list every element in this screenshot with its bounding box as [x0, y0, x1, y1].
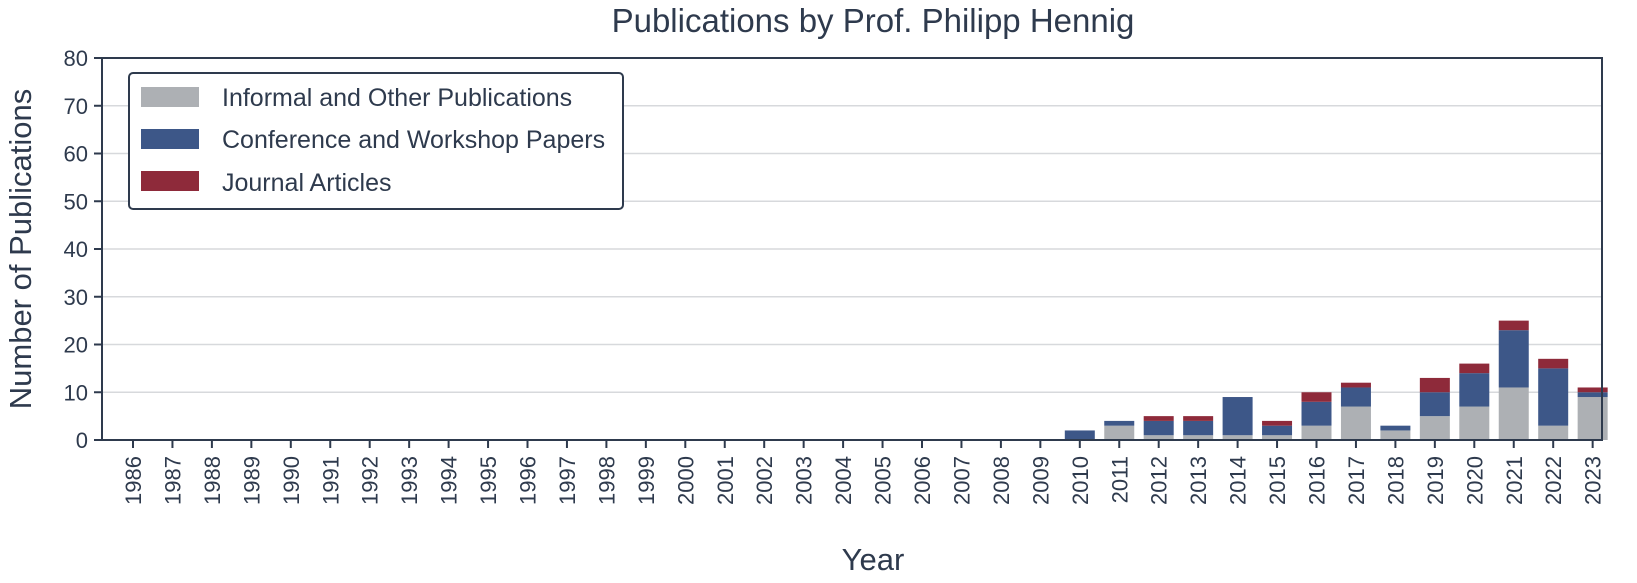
bar-journal-2015 — [1262, 420, 1293, 426]
bar-informal-2011 — [1104, 425, 1135, 440]
bar-conference-2015 — [1262, 425, 1293, 436]
x-tick-label: 2002 — [752, 456, 777, 505]
y-tick-label: 70 — [64, 94, 88, 119]
x-tick-label: 2020 — [1462, 456, 1487, 505]
x-tick-label: 2021 — [1502, 456, 1527, 505]
bar-informal-2021 — [1498, 387, 1529, 440]
legend-swatch-conference — [141, 129, 199, 149]
x-tick-label: 2014 — [1226, 456, 1251, 505]
legend-label-journal: Journal Articles — [222, 169, 392, 197]
bar-informal-2022 — [1538, 425, 1569, 440]
bar-journal-2021 — [1498, 320, 1529, 331]
x-tick-label: 2006 — [910, 456, 935, 505]
bar-conference-2014 — [1222, 397, 1253, 436]
x-tick-label: 2003 — [792, 456, 817, 505]
x-tick-label: 1995 — [476, 456, 501, 505]
legend-label-informal: Informal and Other Publications — [222, 84, 572, 112]
x-tick-label: 2008 — [989, 456, 1014, 505]
bar-conference-2023 — [1577, 392, 1608, 398]
bar-journal-2022 — [1538, 358, 1569, 369]
x-tick-label: 2005 — [871, 456, 896, 505]
x-tick-label: 1988 — [200, 456, 225, 505]
bar-informal-2015 — [1262, 435, 1293, 440]
bar-informal-2014 — [1222, 435, 1253, 440]
y-tick-label: 0 — [76, 428, 88, 453]
x-tick-label: 2007 — [949, 456, 974, 505]
x-tick-label: 1991 — [318, 456, 343, 505]
x-tick-label: 2022 — [1541, 456, 1566, 505]
bars — [1064, 320, 1608, 440]
y-tick-label: 20 — [64, 333, 88, 358]
y-tick-label: 30 — [64, 285, 88, 310]
x-tick-label: 1998 — [594, 456, 619, 505]
x-tick-label: 2017 — [1344, 456, 1369, 505]
bar-conference-2016 — [1301, 401, 1332, 426]
bar-informal-2018 — [1380, 430, 1411, 440]
bar-informal-2013 — [1183, 435, 1214, 440]
x-tick-label: 1990 — [279, 456, 304, 505]
x-tick-label: 2015 — [1265, 456, 1290, 505]
x-tick-label: 1997 — [555, 456, 580, 505]
chart-title: Publications by Prof. Philipp Hennig — [612, 2, 1135, 39]
bar-conference-2021 — [1498, 330, 1529, 388]
y-tick-label: 10 — [64, 380, 88, 405]
bar-conference-2019 — [1419, 392, 1450, 417]
bar-conference-2017 — [1340, 387, 1371, 407]
bar-informal-2012 — [1143, 435, 1174, 440]
bar-journal-2012 — [1143, 416, 1174, 421]
bar-conference-2011 — [1104, 420, 1135, 426]
x-tick-label: 2019 — [1423, 456, 1448, 505]
bar-journal-2017 — [1340, 382, 1371, 388]
x-tick-label: 2009 — [1028, 456, 1053, 505]
legend-swatch-journal — [141, 171, 199, 191]
x-tick-label: 1994 — [437, 456, 462, 505]
y-axis-ticks: 0 10 20 30 40 50 60 70 80 — [64, 46, 102, 453]
bar-conference-2013 — [1183, 420, 1214, 436]
bar-conference-2010 — [1064, 430, 1095, 440]
x-tick-label: 1989 — [239, 456, 264, 505]
y-tick-label: 80 — [64, 46, 88, 71]
x-axis-label: Year — [842, 542, 905, 577]
bar-informal-2023 — [1577, 397, 1608, 440]
x-tick-label: 1987 — [160, 456, 185, 505]
bar-journal-2020 — [1459, 363, 1490, 374]
x-tick-label: 1996 — [516, 456, 541, 505]
x-tick-label: 2000 — [673, 456, 698, 505]
x-axis-ticks: 1986 1987 1988 1989 1990 1991 1992 1993 1994 1995… — [121, 440, 1606, 505]
bar-informal-2017 — [1340, 406, 1371, 440]
legend-box — [128, 72, 624, 210]
y-axis-label: Number of Publications — [3, 89, 38, 410]
bar-journal-2019 — [1419, 377, 1450, 393]
y-tick-label: 40 — [64, 237, 88, 262]
x-tick-label: 2001 — [713, 456, 738, 505]
bar-journal-2013 — [1183, 416, 1214, 421]
x-tick-label: 2013 — [1186, 456, 1211, 505]
y-tick-label: 50 — [64, 189, 88, 214]
bar-journal-2016 — [1301, 392, 1332, 402]
x-tick-label: 2016 — [1305, 456, 1330, 505]
x-tick-label: 1986 — [121, 456, 146, 505]
bar-conference-2022 — [1538, 368, 1569, 426]
legend-swatch-informal — [141, 87, 199, 107]
x-tick-label: 2010 — [1068, 456, 1093, 505]
bar-informal-2016 — [1301, 425, 1332, 440]
x-tick-label: 2011 — [1107, 456, 1132, 503]
x-tick-label: 1999 — [634, 456, 659, 505]
bar-conference-2012 — [1143, 420, 1174, 436]
x-tick-label: 1993 — [397, 456, 422, 505]
x-tick-label: 2018 — [1383, 456, 1408, 505]
bar-conference-2018 — [1380, 425, 1411, 431]
bar-journal-2023 — [1577, 387, 1608, 393]
x-tick-label: 1992 — [358, 456, 383, 505]
legend-label-conference: Conference and Workshop Papers — [222, 126, 605, 154]
bar-informal-2020 — [1459, 406, 1490, 440]
bar-conference-2020 — [1459, 373, 1490, 407]
legend: Informal and Other Publications Conferen… — [128, 72, 624, 210]
bar-informal-2019 — [1419, 416, 1450, 440]
x-tick-label: 2023 — [1581, 456, 1606, 505]
y-tick-label: 60 — [64, 142, 88, 167]
x-tick-label: 2004 — [831, 456, 856, 505]
x-tick-label: 2012 — [1147, 456, 1172, 505]
